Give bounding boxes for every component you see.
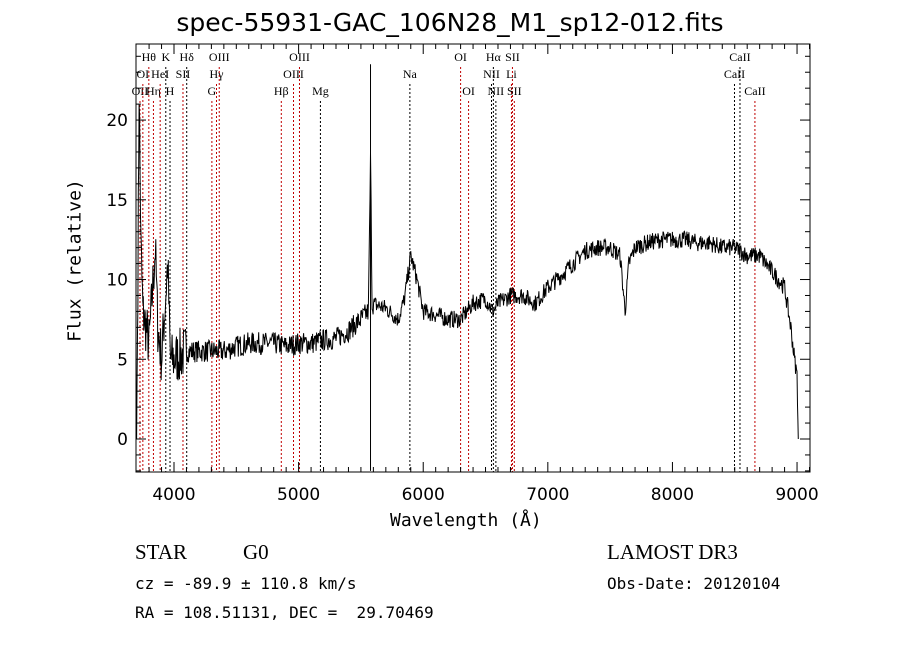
line-label: Li: [506, 67, 517, 81]
line-label: OIII: [209, 50, 230, 64]
y-tick-label: 0: [117, 430, 128, 450]
line-label: OIII: [289, 50, 310, 64]
y-tick-label: 5: [117, 350, 128, 370]
y-tick-label: 20: [106, 111, 128, 131]
line-label: Hγ: [210, 67, 225, 81]
line-label: Hη: [146, 84, 161, 98]
line-label: Hθ: [142, 50, 157, 64]
line-label: Hα: [486, 50, 502, 64]
line-label: NII: [488, 84, 505, 98]
survey-name: LAMOST DR3: [607, 540, 738, 564]
line-label: SII: [507, 84, 522, 98]
line-label: Hβ: [274, 84, 289, 98]
x-tick-label: 4000: [152, 485, 195, 505]
line-label: SII: [176, 67, 191, 81]
line-label: OI: [462, 84, 475, 98]
line-label: CaII: [724, 67, 745, 81]
plot-frame: [135, 43, 811, 473]
spectral-class: G0: [243, 540, 269, 564]
line-label: OIII: [283, 67, 304, 81]
coordinates-text: RA = 108.51131, DEC = 29.70469: [135, 603, 434, 622]
x-axis-label: Wavelength (Å): [390, 510, 542, 531]
chart-title: spec-55931-GAC_106N28_M1_sp12-012.fits: [176, 8, 724, 37]
y-tick-label: 10: [106, 271, 128, 291]
x-tick-label: 7000: [526, 485, 569, 505]
x-tick-label: 8000: [651, 485, 694, 505]
line-label: CaII: [729, 50, 750, 64]
redshift-text: cz = -89.9 ± 110.8 km/s: [135, 574, 357, 593]
line-label: SII: [505, 50, 520, 64]
x-tick-label: 6000: [402, 485, 445, 505]
line-label: K: [161, 50, 170, 64]
y-axis-label: Flux (relative): [64, 179, 86, 342]
y-tick-label: 15: [106, 191, 128, 211]
line-label: HeI: [151, 67, 169, 81]
observation-date: Obs-Date: 20120104: [607, 574, 781, 593]
x-tick-label: 9000: [775, 485, 818, 505]
line-label: NII: [483, 67, 500, 81]
line-label: Hδ: [180, 50, 195, 64]
x-tick-label: 5000: [277, 485, 320, 505]
object-type: STAR: [135, 540, 187, 564]
line-label: Na: [403, 67, 418, 81]
spectrum-line: [136, 104, 799, 440]
line-label: Mg: [312, 84, 329, 98]
line-label: OI: [137, 67, 150, 81]
line-label: G: [208, 84, 217, 98]
line-label: H: [166, 84, 175, 98]
line-label: CaII: [744, 84, 765, 98]
line-label: OI: [454, 50, 467, 64]
